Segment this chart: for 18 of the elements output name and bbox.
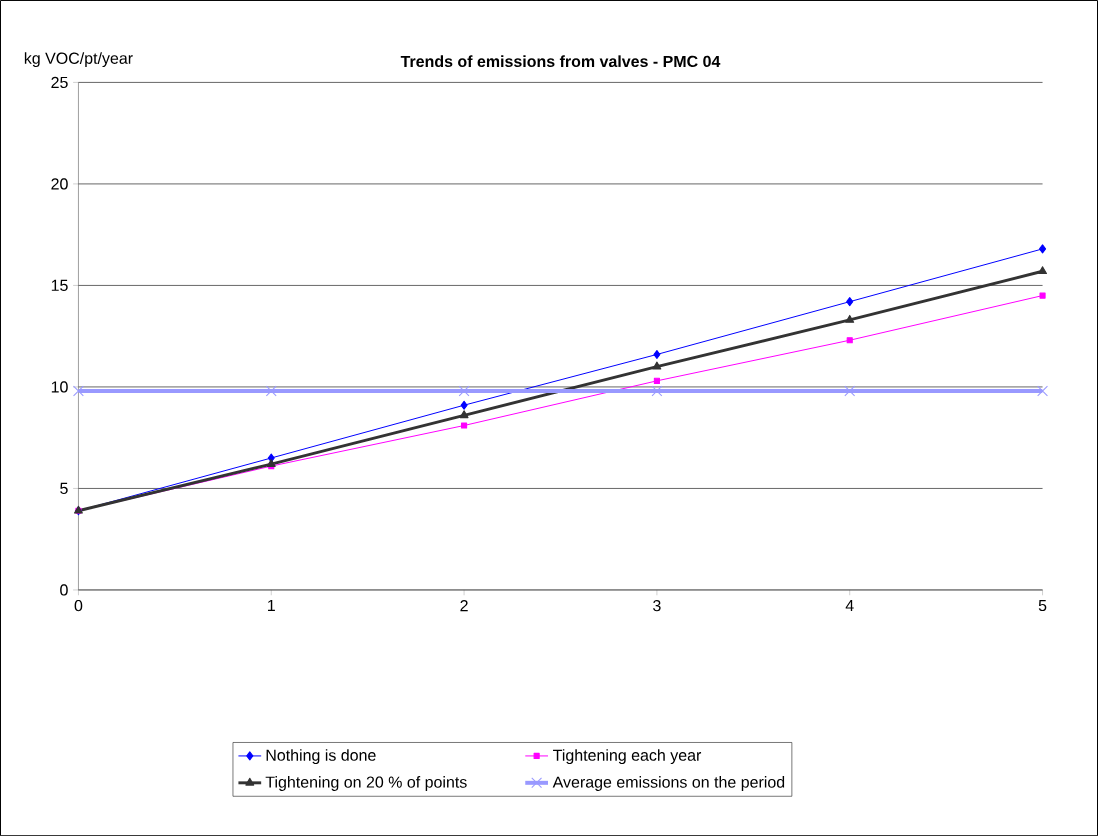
- legend-label: Nothing is done: [266, 749, 376, 764]
- y-tick-label: 20: [51, 178, 68, 190]
- y-tick-label: 5: [60, 482, 68, 494]
- y-tick-label: 10: [51, 381, 68, 393]
- x-tick-label: 2: [460, 599, 468, 612]
- y-tick-label: 25: [51, 76, 68, 88]
- x-tick-label: 0: [74, 599, 83, 612]
- chart-title: Trends of emissions from valves - PMC 04: [400, 55, 721, 67]
- y-axis-title: kg VOC/pt/year: [24, 52, 133, 67]
- x-tick-label: 5: [1038, 599, 1047, 612]
- y-tick-label: 15: [51, 279, 68, 291]
- x-tick-label: 4: [845, 599, 854, 611]
- legend-label: Tightening on 20 % of points: [265, 775, 467, 791]
- legend-label: Average emissions on the period: [552, 775, 785, 791]
- legend-label: Tightening each year: [553, 749, 702, 764]
- x-tick-label: 3: [653, 599, 661, 612]
- y-tick-label: 0: [60, 584, 68, 596]
- x-tick-label: 1: [268, 599, 275, 611]
